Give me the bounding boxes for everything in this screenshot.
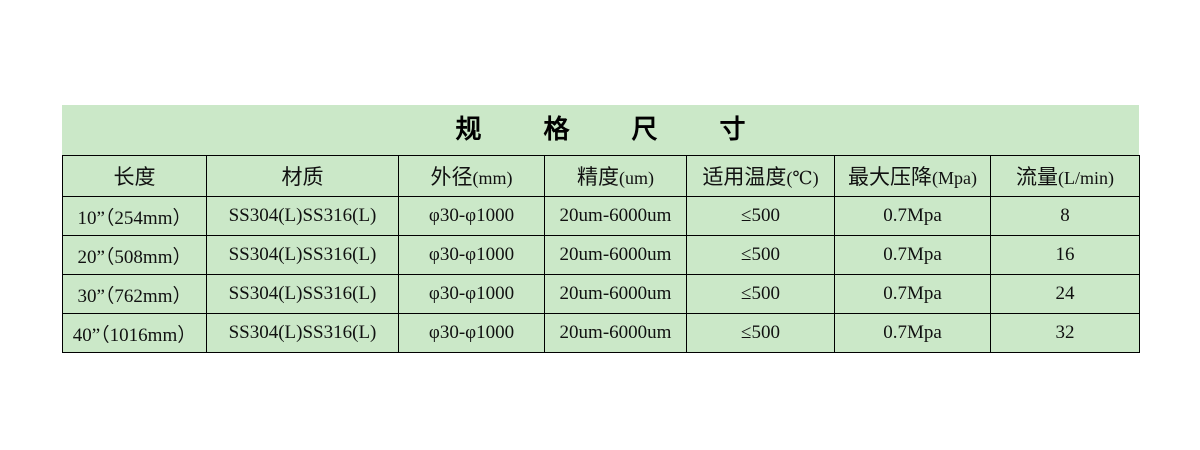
cell-temperature: ≤500 xyxy=(686,274,835,314)
cell-material: SS304(L)SS316(L) xyxy=(206,196,399,236)
column-header-outer-diameter: 外径(mm) xyxy=(398,155,545,197)
cell-outer-diameter: φ30-φ1000 xyxy=(398,313,545,353)
column-header-material: 材质 xyxy=(206,155,399,197)
cell-outer-diameter: φ30-φ1000 xyxy=(398,235,545,275)
column-header-temperature-unit: (℃) xyxy=(786,168,819,188)
cell-length: 40”（1016mm） xyxy=(62,313,207,353)
column-header-flow-label: 流量 xyxy=(1016,165,1058,189)
cell-precision: 20um-6000um xyxy=(544,274,687,314)
cell-precision: 20um-6000um xyxy=(544,235,687,275)
column-header-temperature: 适用温度(℃) xyxy=(686,155,835,197)
column-header-flow-unit: (L/min) xyxy=(1058,168,1114,188)
table-row: 40”（1016mm） SS304(L)SS316(L) φ30-φ1000 2… xyxy=(62,313,1140,353)
cell-length: 20”（508mm） xyxy=(62,235,207,275)
cell-length: 10”（254mm） xyxy=(62,196,207,236)
cell-max-pressure-drop: 0.7Mpa xyxy=(834,196,991,236)
cell-outer-diameter: φ30-φ1000 xyxy=(398,196,545,236)
table-row: 10”（254mm） SS304(L)SS316(L) φ30-φ1000 20… xyxy=(62,196,1140,236)
cell-flow: 24 xyxy=(990,274,1140,314)
column-header-max-pressure-drop-label: 最大压降 xyxy=(848,165,932,189)
table-row: 30”（762mm） SS304(L)SS316(L) φ30-φ1000 20… xyxy=(62,274,1140,314)
cell-temperature: ≤500 xyxy=(686,235,835,275)
column-header-temperature-label: 适用温度 xyxy=(702,165,787,189)
column-header-max-pressure-drop-unit: (Mpa) xyxy=(932,168,977,188)
column-header-length-label: 长度 xyxy=(113,165,156,189)
cell-temperature: ≤500 xyxy=(686,196,835,236)
cell-precision: 20um-6000um xyxy=(544,196,687,236)
cell-material: SS304(L)SS316(L) xyxy=(206,313,399,353)
cell-outer-diameter: φ30-φ1000 xyxy=(398,274,545,314)
cell-max-pressure-drop: 0.7Mpa xyxy=(834,274,991,314)
cell-max-pressure-drop: 0.7Mpa xyxy=(834,235,991,275)
cell-flow: 16 xyxy=(990,235,1140,275)
cell-max-pressure-drop: 0.7Mpa xyxy=(834,313,991,353)
column-header-outer-diameter-unit: (mm) xyxy=(472,168,513,188)
column-header-max-pressure-drop: 最大压降(Mpa) xyxy=(834,155,991,197)
column-header-precision: 精度(um) xyxy=(544,155,687,197)
column-header-length: 长度 xyxy=(62,155,207,197)
column-header-flow: 流量(L/min) xyxy=(990,155,1140,197)
specification-table: 长度 材质 外径(mm) 精度(um) 适用温度(℃) 最大压降(Mpa) xyxy=(62,155,1140,353)
column-header-precision-label: 精度 xyxy=(577,165,619,189)
column-header-outer-diameter-label: 外径 xyxy=(430,165,473,189)
cell-flow: 8 xyxy=(990,196,1140,236)
page-title: 规 格 尺 寸 xyxy=(62,105,1139,155)
cell-material: SS304(L)SS316(L) xyxy=(206,235,399,275)
column-header-material-label: 材质 xyxy=(281,165,324,189)
cell-temperature: ≤500 xyxy=(686,313,835,353)
cell-length: 30”（762mm） xyxy=(62,274,207,314)
cell-material: SS304(L)SS316(L) xyxy=(206,274,399,314)
table-header-row: 长度 材质 外径(mm) 精度(um) 适用温度(℃) 最大压降(Mpa) xyxy=(62,155,1140,197)
column-header-precision-unit: (um) xyxy=(619,168,654,188)
cell-precision: 20um-6000um xyxy=(544,313,687,353)
table-row: 20”（508mm） SS304(L)SS316(L) φ30-φ1000 20… xyxy=(62,235,1140,275)
specification-table-container: 规 格 尺 寸 长度 材质 外径(mm) 精度(um) xyxy=(62,105,1140,353)
cell-flow: 32 xyxy=(990,313,1140,353)
